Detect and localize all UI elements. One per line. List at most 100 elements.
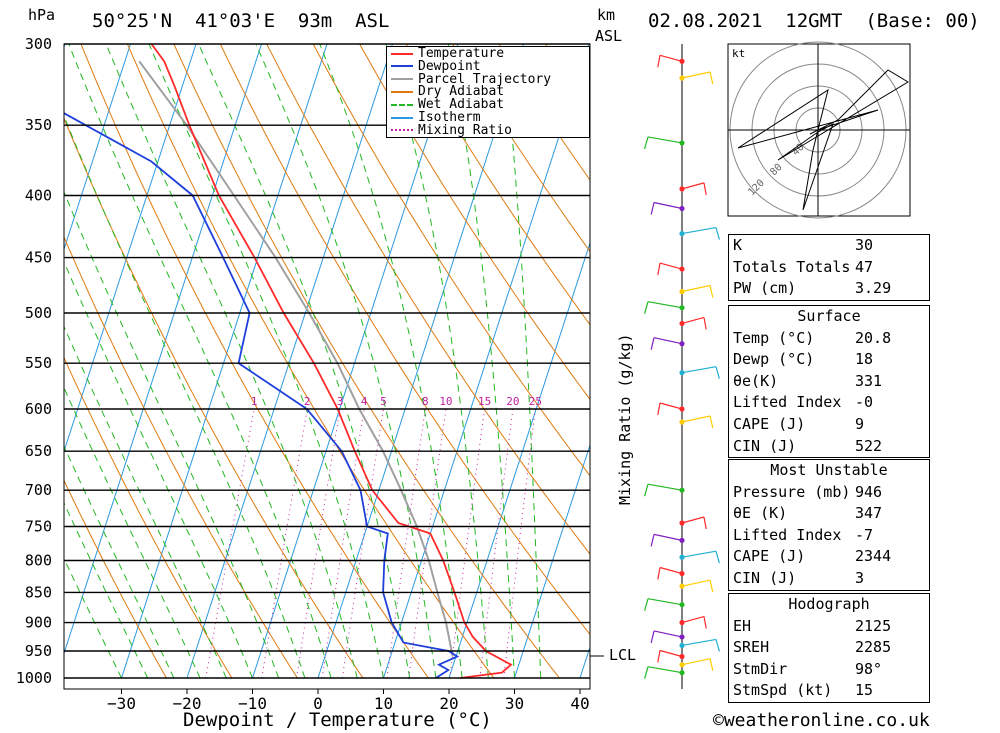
wet-adiabat-line	[64, 501, 149, 679]
lcl-label: LCL	[609, 646, 637, 664]
index-value: 30	[855, 236, 874, 254]
index-value: 2125	[855, 616, 892, 635]
index-label: Temp (°C)	[733, 328, 815, 347]
wind-barb	[681, 71, 711, 79]
temp-tick-label: −30	[107, 694, 136, 713]
index-row: θe(K) 331	[729, 371, 929, 393]
pressure-tick-label: 600	[25, 400, 52, 418]
mixing-ratio-line	[479, 408, 514, 679]
index-row: CIN (J) 3	[729, 568, 929, 590]
wet-adiabat-line	[64, 386, 201, 679]
wind-barb-feather	[644, 484, 649, 497]
mixing-ratio-line	[341, 408, 384, 679]
dry-adiabat-line	[312, 44, 590, 477]
pressure-tick-label: 550	[25, 354, 52, 372]
index-row: θE (K) 347	[729, 503, 929, 525]
index-value: 2344	[855, 547, 892, 566]
isotherm-line	[383, 44, 590, 679]
mixing-ratio-label: 15	[478, 395, 491, 408]
dry-adiabat-line	[80, 44, 429, 679]
wind-barb-feather	[657, 567, 661, 580]
legend-swatch	[391, 78, 413, 81]
wet-adiabat-line	[64, 445, 175, 679]
mixing-ratio-line	[503, 408, 536, 679]
pressure-tick-label: 400	[25, 186, 52, 204]
index-label: Totals Totals	[733, 257, 851, 276]
dry-adiabat-line	[405, 44, 590, 326]
axes: 1 2 3 4 5 8 10 15 20 25 −30 −20 −10 0 10 20 30 40	[63, 43, 604, 713]
wind-barb	[681, 579, 711, 587]
legend-swatch	[391, 129, 413, 132]
legend: Temperature Dewpoint Parcel Trajectory Dry …	[386, 46, 590, 138]
legend-label: Temperature	[418, 46, 505, 61]
legend-swatch	[391, 116, 413, 119]
wind-barb	[647, 483, 683, 491]
index-row: EH 2125	[729, 616, 929, 638]
wind-barb-feather	[709, 415, 714, 429]
x-axis-label: Dewpoint / Temperature (°C)	[183, 709, 492, 731]
wind-barb-feather	[715, 551, 720, 564]
legend-swatch	[391, 90, 413, 93]
index-value: 347	[855, 504, 883, 523]
index-label: CAPE (J)	[733, 547, 806, 566]
pressure-tick-label: 300	[25, 35, 52, 53]
mixing-ratio-label: 1	[251, 395, 258, 408]
wind-barb-feather	[650, 630, 655, 644]
mixing-ratio-label: 8	[422, 395, 429, 408]
wind-barb-feather	[644, 598, 649, 611]
wind-barb-feather	[715, 227, 720, 240]
index-value: -7	[855, 525, 874, 544]
legend-entry: Dry Adiabat	[391, 85, 504, 98]
temp-tick-label: 40	[570, 694, 589, 713]
mixing-ratio-lines	[205, 408, 536, 679]
index-value: 331	[855, 371, 883, 390]
index-row: SREH 2285	[729, 637, 929, 659]
wind-level-dot	[679, 634, 685, 640]
indices-surface-table: Surface Temp (°C) 20.8 Dewp (°C) 18 θe(K) 331…	[728, 305, 930, 459]
datetime-label: 02.08.2021 12GMT (Base: 00)	[648, 10, 980, 32]
legend-swatch	[391, 52, 413, 55]
wind-profile	[644, 44, 720, 689]
wet-adiabat-line	[447, 44, 515, 679]
index-label: Pressure (mb)	[733, 482, 851, 501]
temp-tick-label: −20	[173, 694, 202, 713]
wet-adiabat-line	[385, 44, 489, 679]
dry-adiabat-line	[452, 44, 590, 253]
index-label: Lifted Index	[733, 393, 842, 412]
dewpoint-line	[64, 112, 460, 679]
isotherm-line	[64, 44, 197, 453]
index-row: Totals Totals 47	[729, 257, 929, 279]
unstable-title: Most Unstable	[770, 461, 888, 479]
index-value: 522	[855, 436, 883, 455]
pressure-tick-label: 850	[25, 583, 52, 601]
wind-barb-feather	[650, 202, 655, 215]
index-row: StmDir 98°	[729, 659, 929, 681]
wind-barb	[653, 201, 683, 210]
wind-barb	[653, 337, 683, 345]
isotherm-line	[317, 44, 524, 679]
index-label: StmSpd (kt)	[733, 681, 833, 700]
isotherm-line	[121, 44, 328, 679]
wind-barb-feather	[644, 666, 649, 679]
dry-adiabat-line	[64, 117, 364, 679]
index-value: 47	[855, 257, 874, 276]
wind-barb-feather	[650, 534, 655, 547]
mixing-ratio-label: 4	[361, 395, 368, 408]
pressure-tick-label: 650	[25, 442, 52, 460]
index-label: Lifted Index	[733, 525, 842, 544]
isotherm-line	[448, 241, 590, 679]
temp-tick-label: 10	[374, 694, 393, 713]
wind-barb	[647, 301, 683, 309]
pressure-tick-label: 500	[25, 304, 52, 322]
mixing-ratio-label: 20	[506, 395, 519, 408]
hpa-unit-label: hPa	[28, 6, 56, 24]
index-value: 3.29	[855, 279, 892, 298]
wind-barb	[681, 638, 717, 647]
wind-barb	[681, 415, 711, 423]
wind-barb	[653, 533, 683, 541]
wind-barb	[647, 666, 683, 674]
isotherm-line	[64, 44, 131, 251]
dry-adiabat-line	[219, 44, 590, 636]
